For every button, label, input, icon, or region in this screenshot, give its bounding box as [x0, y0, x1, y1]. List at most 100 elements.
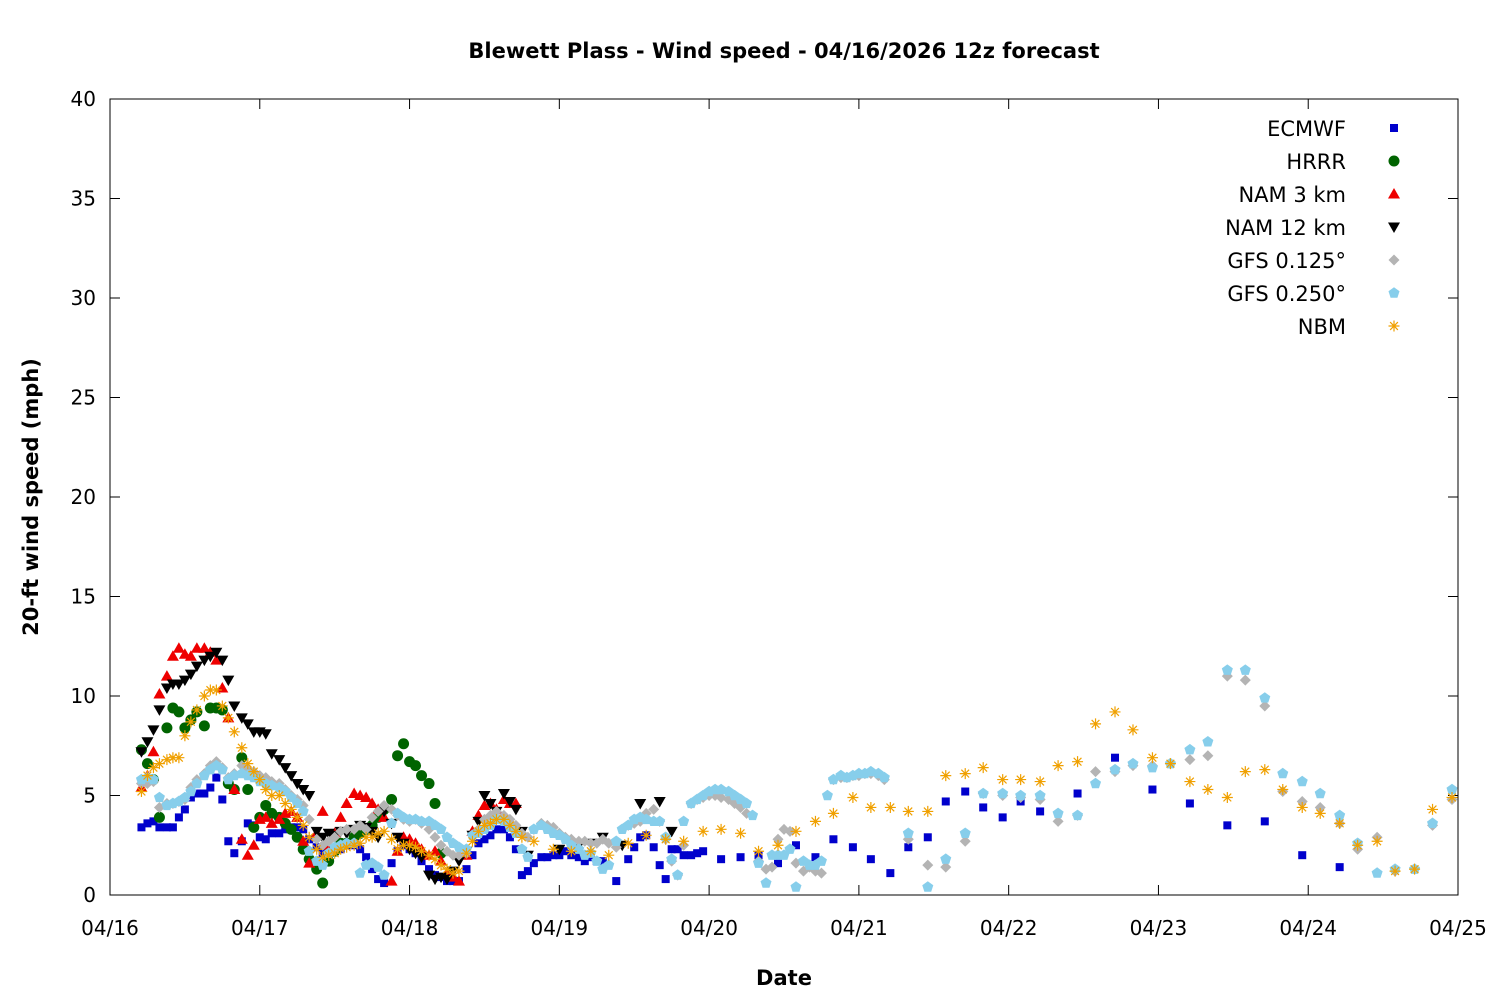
data-point	[790, 881, 802, 892]
data-point	[717, 855, 726, 864]
data-point	[1314, 787, 1326, 799]
data-point	[1090, 777, 1102, 789]
data-point	[665, 826, 678, 838]
y-tick-label: 10	[71, 684, 96, 708]
data-point	[135, 747, 148, 758]
data-point	[235, 833, 248, 844]
data-point	[273, 755, 286, 766]
data-point	[1090, 766, 1102, 778]
data-point	[174, 813, 183, 822]
data-point	[242, 758, 254, 770]
data-point	[186, 793, 195, 802]
data-point	[547, 843, 559, 855]
data-point	[147, 745, 160, 757]
data-point	[385, 875, 398, 886]
legend-marker	[1388, 287, 1400, 298]
data-point	[1221, 791, 1233, 803]
data-point	[462, 865, 471, 874]
data-point	[486, 831, 495, 840]
data-point	[687, 851, 696, 860]
data-point	[279, 797, 291, 809]
data-point	[940, 770, 952, 782]
data-point	[509, 804, 522, 816]
data-point	[1184, 754, 1196, 766]
data-point	[529, 859, 538, 868]
data-point	[172, 642, 185, 653]
data-point	[884, 801, 896, 813]
data-point	[1111, 753, 1120, 762]
data-point	[809, 815, 821, 827]
data-point	[153, 791, 165, 803]
axis-ticks: 0 5 10 15 20 25 30 35 40 04/16 04/17 04/18 04/19 04/2…	[71, 87, 1487, 940]
data-point	[372, 805, 384, 817]
data-point	[173, 706, 185, 718]
data-point	[354, 837, 366, 849]
data-point	[441, 863, 453, 875]
y-tick-label: 20	[71, 485, 96, 509]
data-point	[1239, 674, 1251, 686]
data-point	[460, 847, 472, 859]
data-point	[259, 729, 272, 740]
legend-label: ECMWF	[1267, 117, 1346, 141]
data-point	[153, 705, 166, 716]
data-point	[279, 763, 292, 774]
data-point	[423, 870, 436, 882]
data-point	[155, 823, 164, 832]
data-point	[585, 837, 597, 849]
data-point	[503, 796, 516, 808]
data-point	[622, 837, 634, 849]
data-point	[242, 784, 254, 796]
data-point	[210, 684, 222, 696]
data-point	[827, 807, 839, 819]
data-point	[341, 841, 353, 853]
data-point	[162, 823, 171, 832]
legend-label: NAM 3 km	[1238, 183, 1346, 207]
data-point	[317, 851, 329, 863]
data-point	[334, 811, 347, 822]
data-point	[255, 833, 264, 842]
data-point	[679, 851, 688, 860]
data-point	[161, 754, 173, 766]
data-point	[153, 688, 166, 699]
data-point	[537, 853, 546, 862]
data-point	[1260, 817, 1269, 826]
data-point	[478, 791, 491, 802]
data-point	[192, 789, 201, 798]
data-point	[774, 859, 783, 868]
data-point	[498, 813, 510, 825]
y-tick-label: 30	[71, 286, 96, 310]
data-point	[212, 773, 221, 782]
data-point	[559, 833, 571, 844]
data-point	[416, 770, 428, 782]
data-point	[1334, 817, 1346, 829]
data-point	[416, 845, 428, 857]
data-point	[565, 845, 577, 857]
data-point	[791, 841, 800, 850]
data-point	[198, 655, 211, 667]
data-point	[940, 861, 952, 873]
data-point	[1371, 835, 1383, 847]
data-point	[697, 825, 709, 837]
data-point	[511, 845, 520, 854]
data-point	[634, 798, 647, 810]
data-point	[553, 844, 566, 856]
data-point	[1352, 839, 1364, 851]
data-point	[368, 865, 377, 874]
x-tick-label: 04/20	[680, 916, 738, 940]
y-axis-label: 20-ft wind speed (mph)	[19, 358, 43, 636]
data-point	[904, 843, 913, 852]
data-point	[772, 839, 784, 851]
data-point	[1221, 664, 1233, 675]
data-point	[815, 867, 827, 879]
x-tick-label: 04/22	[980, 916, 1038, 940]
x-tick-label: 04/17	[231, 916, 289, 940]
data-point	[672, 869, 684, 880]
data-point	[316, 805, 329, 816]
data-point	[1202, 784, 1214, 796]
data-point	[1202, 750, 1214, 762]
data-point	[378, 825, 390, 837]
data-point	[961, 787, 970, 796]
data-point	[574, 853, 583, 862]
